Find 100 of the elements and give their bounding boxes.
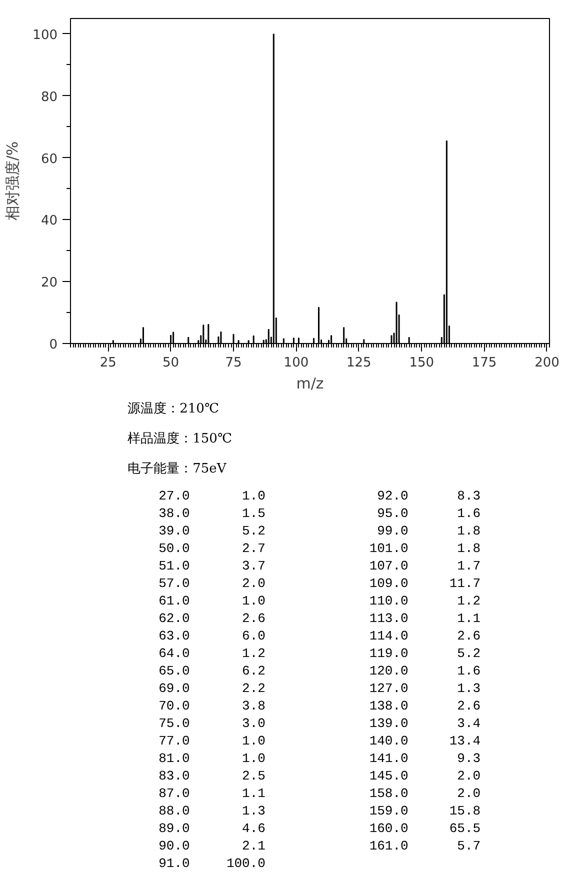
x-tick-label: 125 xyxy=(346,356,372,370)
category-label: 91.0 xyxy=(158,856,190,871)
x-tick-label: 100 xyxy=(284,356,309,370)
category-label: 160.0 xyxy=(369,821,408,836)
y-tick-label: 20 xyxy=(40,276,58,291)
text: 1.8 xyxy=(457,541,481,556)
text: 1.3 xyxy=(242,804,266,818)
category-label: 64.0 xyxy=(158,646,190,661)
y-tick-label: 80 xyxy=(40,90,58,105)
category-label: 61.0 xyxy=(158,594,190,608)
text: 5.7 xyxy=(457,838,481,854)
text: 1.5 xyxy=(242,506,266,521)
text: 3.7 xyxy=(242,558,266,574)
category-label: 120.0 xyxy=(369,664,408,678)
category-label: 101.0 xyxy=(369,541,408,556)
text: 1.6 xyxy=(457,506,481,521)
text: 9.3 xyxy=(457,751,481,766)
text: 电子能量：75eV xyxy=(128,462,227,476)
category-label: 141.0 xyxy=(369,751,408,766)
category-label: 159.0 xyxy=(369,804,408,818)
category-label: 107.0 xyxy=(369,558,408,574)
text: 2.7 xyxy=(242,541,266,556)
category-label: 77.0 xyxy=(158,734,190,748)
text: 1.0 xyxy=(242,734,266,748)
x-tick-label: 175 xyxy=(472,356,497,370)
x-axis-title: m/z xyxy=(296,374,324,392)
category-label: 127.0 xyxy=(369,681,408,696)
text: 100.0 xyxy=(226,856,266,871)
x-tick-label: 200 xyxy=(534,356,560,370)
category-label: 57.0 xyxy=(158,576,190,591)
category-label: 87.0 xyxy=(158,786,190,801)
category-label: 70.0 xyxy=(158,698,190,714)
category-label: 109.0 xyxy=(369,576,408,591)
category-label: 138.0 xyxy=(369,698,408,714)
text: 5.2 xyxy=(457,646,481,661)
text: 5.2 xyxy=(242,524,266,538)
category-label: 92.0 xyxy=(377,488,408,504)
text: 1.0 xyxy=(242,594,266,608)
category-label: 50.0 xyxy=(158,541,190,556)
text: 2.6 xyxy=(457,628,481,644)
text: 2.0 xyxy=(457,786,481,801)
text: 1.8 xyxy=(457,524,481,538)
category-label: 69.0 xyxy=(158,681,190,696)
text: 3.8 xyxy=(242,698,266,714)
text: 2.1 xyxy=(242,838,266,854)
text: 1.2 xyxy=(457,594,481,608)
category-label: 63.0 xyxy=(158,628,190,644)
text: 3.0 xyxy=(242,716,266,731)
text: 1.0 xyxy=(242,488,266,504)
category-label: 119.0 xyxy=(369,646,408,661)
text: 1.2 xyxy=(242,646,266,661)
category-label: 81.0 xyxy=(158,751,190,766)
text: 2.0 xyxy=(242,576,266,591)
category-label: 83.0 xyxy=(158,768,190,784)
text: 1.3 xyxy=(457,681,481,696)
category-label: 113.0 xyxy=(369,611,408,626)
x-tick-label: 25 xyxy=(100,356,116,370)
text: 8.3 xyxy=(457,488,481,504)
y-tick-label: 60 xyxy=(40,152,58,167)
text: 2.5 xyxy=(242,768,266,784)
text: 65.5 xyxy=(449,821,481,836)
text: 源温度：210℃ xyxy=(128,400,220,416)
text: 3.4 xyxy=(457,716,481,731)
category-label: 39.0 xyxy=(158,524,190,538)
text: 2.6 xyxy=(242,611,266,626)
category-label: 158.0 xyxy=(369,786,408,801)
category-label: 88.0 xyxy=(158,804,190,818)
category-label: 95.0 xyxy=(377,506,408,521)
text: 2.6 xyxy=(457,698,481,714)
text: 1.0 xyxy=(242,751,266,766)
text: 15.8 xyxy=(449,804,481,818)
category-label: 62.0 xyxy=(158,611,190,626)
text: 11.7 xyxy=(449,576,481,591)
text: 1.1 xyxy=(242,786,266,801)
category-label: 114.0 xyxy=(369,628,408,644)
category-label: 161.0 xyxy=(369,838,408,854)
text: 2.0 xyxy=(457,768,481,784)
category-label: 38.0 xyxy=(158,506,190,521)
y-tick-label: 100 xyxy=(32,28,58,43)
category-label: 110.0 xyxy=(369,594,408,608)
category-label: 65.0 xyxy=(158,664,190,678)
category-label: 51.0 xyxy=(158,558,190,574)
y-axis-title: 相对强度/% xyxy=(4,141,22,221)
text: 1.7 xyxy=(457,558,481,574)
text: 6.2 xyxy=(242,664,266,678)
category-label: 90.0 xyxy=(158,838,190,854)
category-label: 89.0 xyxy=(158,821,190,836)
x-tick-label: 50 xyxy=(162,356,180,370)
text: 样品温度：150℃ xyxy=(128,430,232,446)
category-label: 140.0 xyxy=(369,734,408,748)
category-label: 145.0 xyxy=(369,768,408,784)
text: 2.2 xyxy=(242,681,266,696)
x-tick-label: 150 xyxy=(409,356,434,370)
text: 13.4 xyxy=(449,734,481,748)
x-tick-label: 75 xyxy=(225,356,242,370)
category-label: 99.0 xyxy=(377,524,408,538)
category-label: 139.0 xyxy=(369,716,408,731)
text: 1.6 xyxy=(457,664,481,678)
category-label: 27.0 xyxy=(158,488,190,504)
y-tick-label: 40 xyxy=(40,214,58,229)
